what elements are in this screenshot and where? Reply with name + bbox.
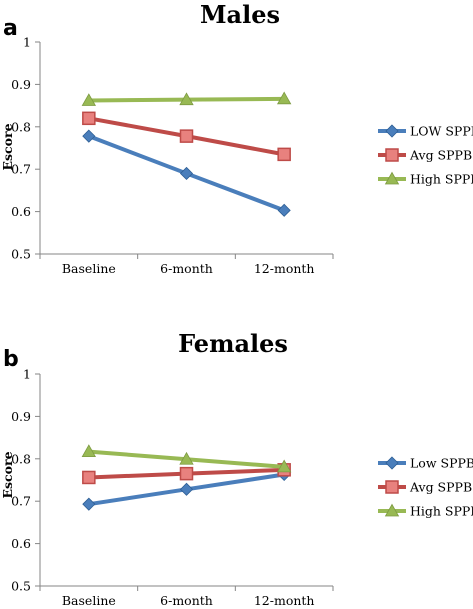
data-point	[82, 129, 96, 143]
series-high-sppb	[81, 91, 292, 106]
x-tick-label: Baseline	[62, 593, 116, 608]
panel-letter: b	[3, 347, 19, 372]
chart-title: Males	[200, 0, 280, 29]
y-tick-label: 0.6	[11, 536, 31, 551]
legend: LOW SPPB Avg SPPB High SPPB	[378, 124, 473, 187]
data-point	[179, 466, 194, 481]
legend-marker	[385, 148, 399, 162]
x-tick-label: 6-month	[160, 593, 213, 608]
plot-area: 0.5 0.6 0.7 0.8 0.9 1 Baseline 6-month 12-month L…	[11, 35, 473, 277]
panel-males: a Males Escore 0.5 0.6 0.7 0.8 0.9 1 Baseline 6…	[0, 0, 473, 276]
legend-marker	[385, 124, 399, 138]
plot-area: 0.5 0.6 0.7 0.8 0.9 1 Baseline 6-month 12-month L…	[11, 367, 473, 609]
y-tick-label: 0.6	[11, 204, 31, 219]
data-point	[81, 93, 97, 106]
y-tick-label: 0.9	[11, 77, 31, 92]
legend-marker	[385, 456, 399, 470]
data-point	[277, 147, 291, 162]
legend-marker	[385, 480, 399, 494]
data-point	[179, 482, 194, 496]
y-tick-label: 0.7	[11, 494, 31, 509]
x-tick-label: 6-month	[160, 261, 213, 276]
series-avg-sppb	[82, 111, 291, 162]
data-point	[179, 451, 194, 465]
panel-letter: a	[3, 16, 18, 41]
y-tick-label: 1	[23, 35, 31, 50]
legend-label: Low SPPB	[410, 456, 473, 471]
y-tick-label: 0.5	[11, 247, 31, 262]
legend-label: LOW SPPB	[410, 124, 473, 139]
legend-label: High SPPB	[410, 172, 473, 187]
panel-females: b Females Escore 0.5 0.6 0.7 0.8 0.9 1 Baselin…	[0, 329, 473, 608]
y-tick-label: 1	[23, 367, 31, 382]
data-point	[82, 497, 96, 511]
legend-label: High SPPB	[410, 504, 473, 519]
x-tick-label: 12-month	[254, 261, 315, 276]
y-tick-label: 0.7	[11, 162, 31, 177]
legend-marker	[384, 171, 400, 185]
data-point	[82, 111, 96, 126]
legend: Low SPPB Avg SPPB High SPPB	[378, 456, 473, 519]
chart-title: Females	[178, 329, 288, 358]
data-point	[82, 470, 96, 485]
series-low-sppb	[82, 129, 291, 217]
y-axis-label: Escore	[0, 451, 15, 498]
data-point	[276, 459, 292, 473]
data-point	[81, 444, 97, 457]
legend-label: Avg SPPB	[409, 480, 472, 495]
y-tick-label: 0.9	[11, 409, 31, 424]
data-point	[179, 129, 194, 143]
data-point	[179, 92, 194, 106]
data-point	[179, 166, 194, 181]
y-tick-label: 0.5	[11, 579, 31, 594]
y-tick-label: 0.8	[11, 119, 31, 134]
x-tick-label: Baseline	[62, 261, 116, 276]
y-axis-label: Escore	[0, 123, 15, 170]
legend-label: Avg SPPB	[409, 148, 472, 163]
x-tick-label: 12-month	[254, 593, 315, 608]
legend-marker	[384, 503, 400, 517]
series-high-sppb	[81, 444, 292, 473]
data-point	[276, 91, 292, 105]
data-point	[277, 203, 291, 217]
y-tick-label: 0.8	[11, 451, 31, 466]
